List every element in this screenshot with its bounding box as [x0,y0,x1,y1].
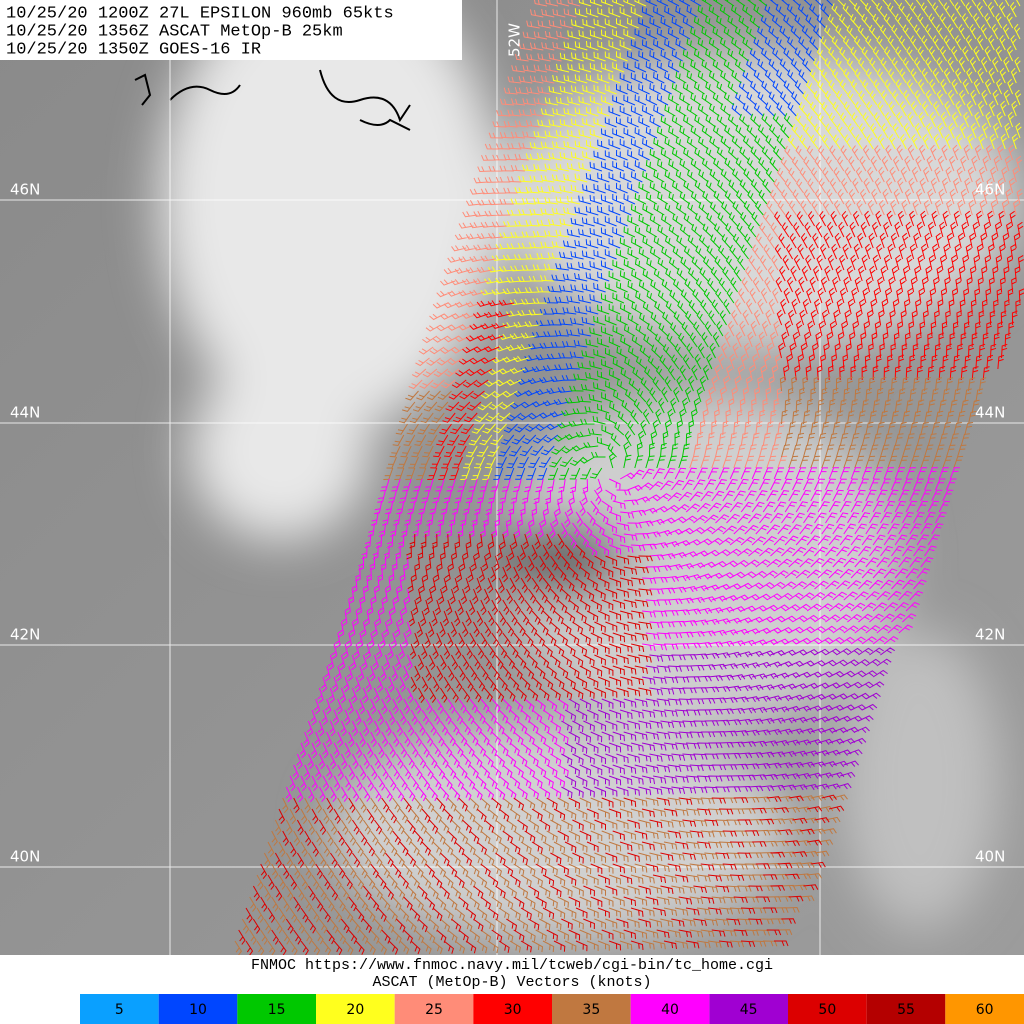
legend-label: 25 [425,1002,443,1018]
legend-swatch [630,994,710,1024]
barb-group [285,467,960,803]
latitude-label: 44N [10,404,40,422]
legend-swatch [788,994,867,1024]
wind-barbs [234,0,1024,955]
latitude-label: 46N [975,181,1005,199]
barb-group [548,0,793,480]
footer-caption: ASCAT (MetOp-B) Vectors (knots) [372,974,651,991]
legend-label: 15 [268,1002,286,1018]
header-box [0,0,462,60]
legend: 5 10 15 20 25 30 35 40 45 50 55 60 [80,994,1024,1024]
legend-swatch [945,994,1024,1024]
latitude-label: 40N [10,848,40,866]
latitude-label: 46N [10,181,40,199]
barb-group [234,376,987,955]
legend-label: 20 [346,1002,364,1018]
barb-group [238,533,845,955]
legend-label: 40 [661,1002,679,1018]
latitude-label: 40N [975,848,1005,866]
latitude-label: 42N [975,626,1005,644]
header-line: 10/25/20 1200Z 27L EPSILON 960mb 65kts [6,4,394,23]
header-line: 10/25/20 1356Z ASCAT MetOp-B 25km [6,22,343,41]
legend-swatch [552,994,631,1024]
barb-group [408,0,1023,469]
legend-label: 50 [818,1002,836,1018]
barb-group [460,0,1022,480]
legend-swatch [866,994,946,1024]
legend-swatch [394,994,474,1024]
longitude-label: 52W [506,23,524,57]
legend-label: 30 [504,1002,522,1018]
ir-image [0,0,1024,955]
legend-label: 10 [189,1002,207,1018]
legend-swatch [316,994,395,1024]
legend-label: 5 [115,1002,124,1018]
barb-group [493,0,834,480]
legend-label: 60 [976,1002,994,1018]
header-line: 10/25/20 1350Z GOES-16 IR [6,40,261,59]
footer-source: FNMOC https://www.fnmoc.navy.mil/tcweb/c… [251,957,773,974]
legend-label: 45 [740,1002,758,1018]
barb-group [561,647,895,799]
legend-swatch [80,994,159,1024]
legend-swatch [158,994,238,1024]
legend-swatch [237,994,316,1024]
legend-swatch [473,994,552,1024]
latitude-label: 42N [10,626,40,644]
legend-label: 35 [582,1002,600,1018]
barb-group [427,210,1024,480]
legend-swatch [709,994,788,1024]
legend-label: 55 [897,1002,915,1018]
latitude-label: 44N [975,404,1005,422]
